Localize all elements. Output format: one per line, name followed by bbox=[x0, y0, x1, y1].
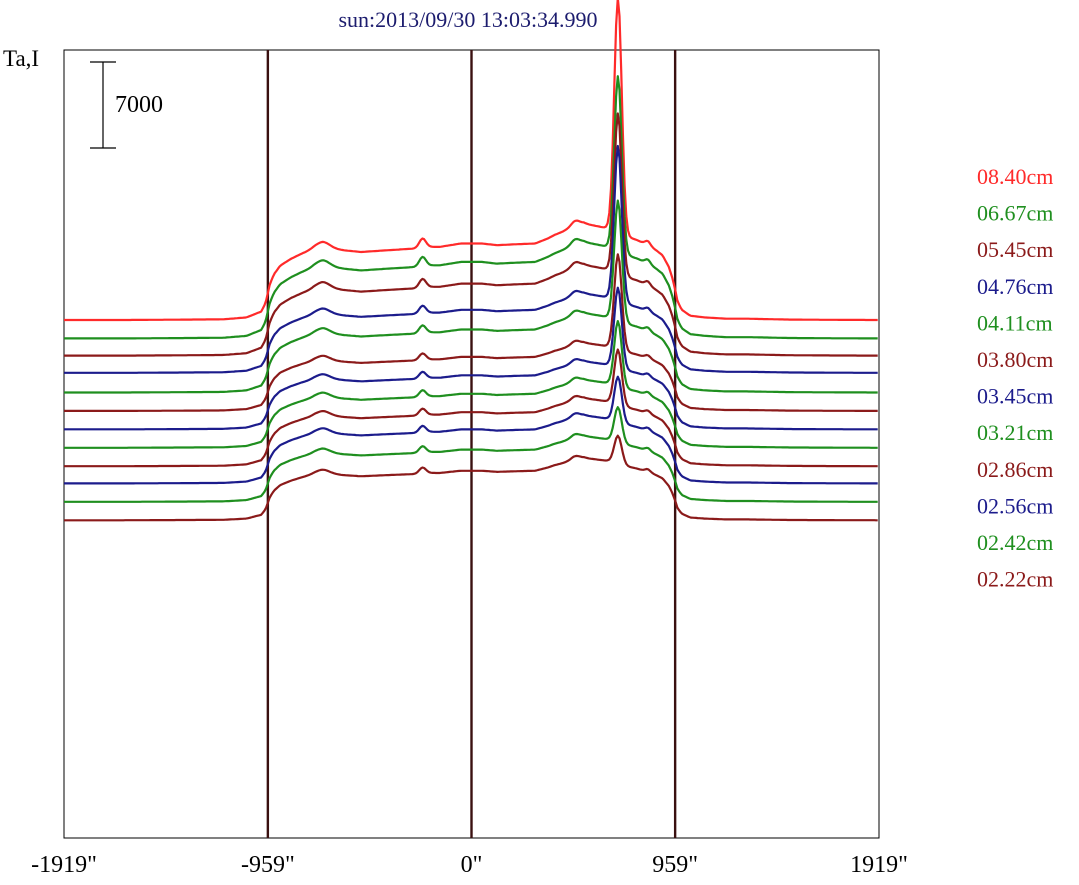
series-line-04.11cm bbox=[64, 199, 878, 394]
series-line-05.45cm bbox=[64, 112, 878, 357]
legend-entry: 08.40cm bbox=[977, 164, 1053, 189]
legend-entry: 02.56cm bbox=[977, 493, 1053, 518]
legend-entry: 02.22cm bbox=[977, 567, 1053, 592]
series-layer bbox=[64, 0, 878, 522]
x-tick-label: 1919" bbox=[850, 852, 908, 878]
scale-bar-label: 7000 bbox=[115, 92, 163, 118]
x-tick-label: 0" bbox=[461, 852, 483, 878]
series-line-02.22cm bbox=[64, 434, 878, 522]
series-line-02.86cm bbox=[64, 348, 878, 468]
legend-entry: 03.80cm bbox=[977, 347, 1053, 372]
series-line-06.67cm bbox=[64, 75, 878, 340]
legend-entry: 05.45cm bbox=[977, 237, 1053, 262]
series-line-02.56cm bbox=[64, 375, 878, 485]
legend-entry: 02.86cm bbox=[977, 457, 1053, 482]
scale-bar: 7000 bbox=[90, 61, 163, 149]
series-line-03.21cm bbox=[64, 320, 878, 449]
legend-entry: 03.21cm bbox=[977, 420, 1053, 445]
chart-title: sun:2013/09/30 13:03:34.990 bbox=[338, 7, 597, 32]
legend-entry: 02.42cm bbox=[977, 530, 1053, 555]
legend-entry: 04.76cm bbox=[977, 274, 1053, 299]
x-tick-label: 959" bbox=[652, 852, 698, 878]
y-axis-label: Ta,I bbox=[3, 46, 39, 71]
x-tick-label: -959" bbox=[241, 852, 295, 878]
series-line-02.42cm bbox=[64, 406, 878, 503]
legend-entry: 06.67cm bbox=[977, 201, 1053, 226]
x-tick-label: -1919" bbox=[31, 852, 97, 878]
legend: 08.40cm 06.67cm 05.45cm 04.76cm 04.11cm 03.80… bbox=[977, 164, 1053, 592]
series-line-08.40cm bbox=[64, 0, 878, 322]
series-line-03.45cm bbox=[64, 286, 878, 431]
legend-entry: 04.11cm bbox=[977, 310, 1053, 335]
x-tick-labels: -1919" -959" 0" 959" 1919" bbox=[31, 852, 908, 878]
series-line-03.80cm bbox=[64, 253, 878, 412]
series-line-04.76cm bbox=[64, 144, 878, 374]
legend-entry: 03.45cm bbox=[977, 384, 1053, 409]
